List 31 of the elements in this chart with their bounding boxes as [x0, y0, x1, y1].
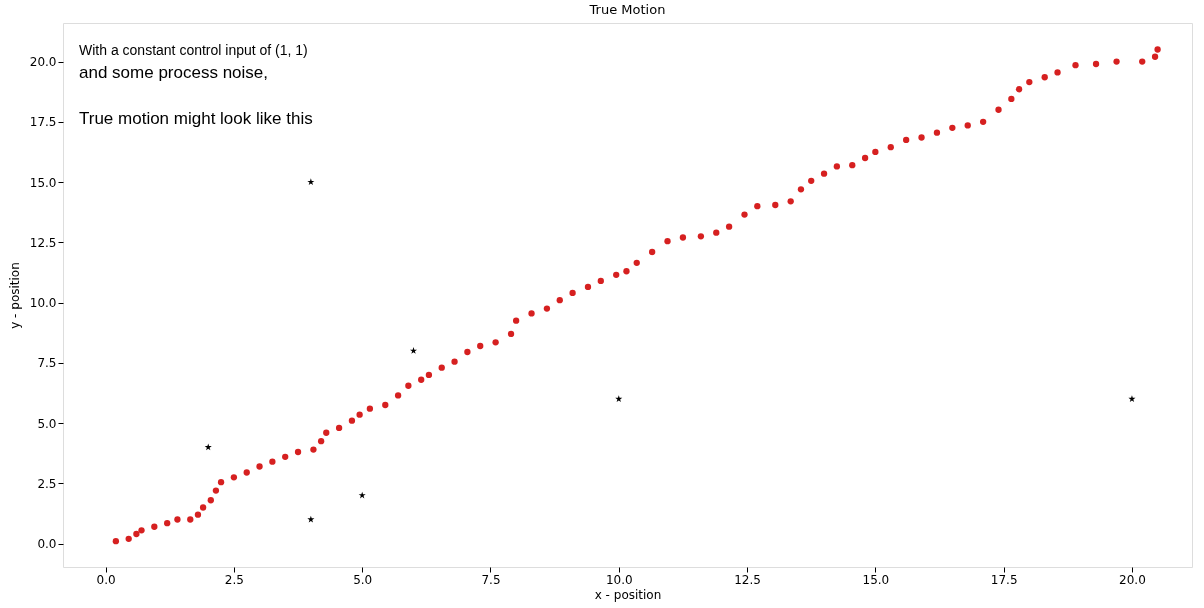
y-tick-label: 20.0	[29, 55, 57, 70]
y-tick-label: 17.5	[29, 115, 57, 130]
y-tick-label: 15.0	[29, 175, 57, 190]
point	[307, 178, 315, 186]
annotation: With a constant control input of (1, 1)	[79, 42, 308, 58]
x-tick-label: 17.5	[990, 572, 1018, 587]
y-axis-title: y - position	[7, 262, 22, 329]
y-tick-label: 7.5	[37, 356, 57, 371]
x-tick-label: 10.0	[605, 572, 633, 587]
x-tick-label: 20.0	[1119, 572, 1146, 587]
y-tick-label: 12.5	[29, 235, 57, 250]
point	[1128, 395, 1136, 402]
point	[204, 443, 212, 451]
x-tick-label: 5.0	[353, 572, 373, 587]
x-axis-title: x - position	[594, 587, 662, 602]
y-tick-label: 10.0	[29, 296, 57, 311]
point	[409, 347, 418, 354]
annotation: True motion might look like this	[79, 109, 313, 128]
x-tick-label: 12.5	[734, 572, 761, 587]
y-tick-label: 0.0	[37, 537, 57, 552]
y-tick-label: 2.5	[37, 476, 57, 491]
x-tick-label: 7.5	[481, 572, 501, 587]
point	[615, 395, 623, 402]
x-tick-label: 2.5	[224, 572, 244, 587]
y-tick-label: 5.0	[37, 416, 57, 431]
annotation: and some process noise,	[79, 63, 268, 82]
point	[358, 491, 366, 499]
point	[307, 515, 315, 523]
chart-title: True Motion	[588, 2, 666, 17]
x-tick-label: 0.0	[96, 572, 116, 587]
x-tick-label: 15.0	[862, 572, 890, 587]
